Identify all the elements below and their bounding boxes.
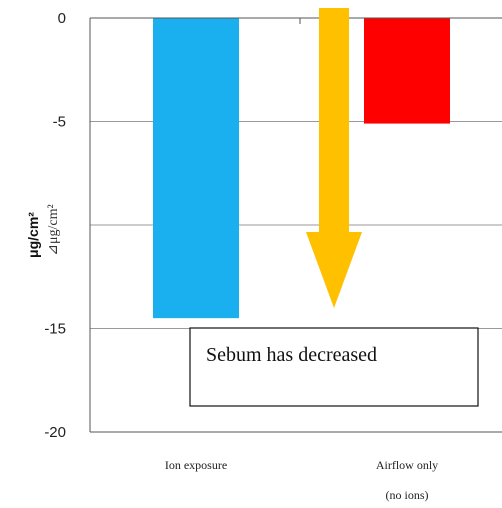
annotation-frame xyxy=(189,327,479,407)
gridlines xyxy=(90,121,502,329)
annotation-box: Sebum has decreased xyxy=(189,327,479,407)
y-axis-label: μg/cm² xyxy=(25,212,41,258)
category-label: Ion exposure xyxy=(165,458,227,472)
annotation-arrow xyxy=(306,8,362,308)
bar xyxy=(153,18,239,319)
y-tick-label: -5 xyxy=(53,114,66,131)
y-tick-label: -20 xyxy=(44,424,66,441)
category-sublabel: (no ions) xyxy=(386,488,429,502)
bar xyxy=(364,18,450,124)
annotation-text: Sebum has decreased xyxy=(206,344,377,366)
category-labels: Ion exposure Airflow only (no ions) xyxy=(165,458,438,502)
y-axis-label-secondary: ⊿μg/cm² xyxy=(46,204,61,255)
category-label: Airflow only xyxy=(376,458,438,472)
bars xyxy=(153,18,450,319)
down-arrow-icon xyxy=(306,8,362,308)
y-tick-label: -15 xyxy=(44,321,66,338)
y-tick-label: 0 xyxy=(58,10,66,27)
y-tick-labels: 0 -5 -15 -20 xyxy=(44,10,66,441)
axes xyxy=(89,17,502,433)
